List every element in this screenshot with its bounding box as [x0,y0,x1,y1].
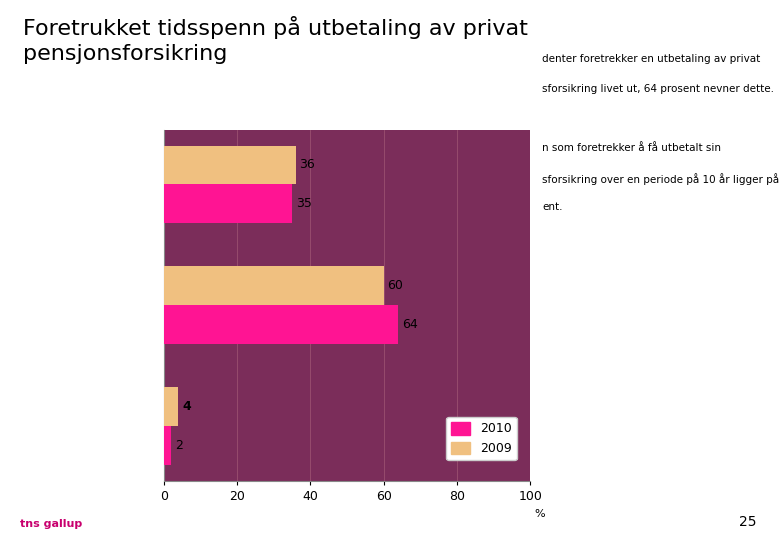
Text: Vet ikke: Vet ikke [113,416,160,429]
Text: n som foretrekker å få utbetalt sin: n som foretrekker å få utbetalt sin [542,143,721,153]
Bar [164,426,171,464]
Bar [164,387,179,426]
Text: ent.: ent. [542,202,562,213]
Bar [164,184,292,223]
Text: 36: 36 [300,158,315,171]
Text: 2: 2 [175,439,183,452]
Text: Over en
periode på
10 år: Over en periode på 10 år [97,166,160,210]
Text: Norsk
Finansbarometer
2010: Norsk Finansbarometer 2010 [644,38,721,70]
Text: Foretrukket tidsspenn på utbetaling av privat
pensjonsforsikring: Foretrukket tidsspenn på utbetaling av p… [23,16,528,64]
Text: Utbetalinger
livet ut: Utbetalinger livet ut [86,291,160,319]
Text: %: % [534,509,544,519]
Text: 64: 64 [402,318,418,331]
Bar [164,305,399,344]
Text: 35: 35 [296,197,312,210]
Text: 4: 4 [182,400,191,413]
Text: denter foretrekker en utbetaling av privat: denter foretrekker en utbetaling av priv… [542,54,760,64]
Text: sforsikring over en periode på 10 år ligger på: sforsikring over en periode på 10 år lig… [542,173,779,185]
Text: sforsikring livet ut, 64 prosent nevner dette.: sforsikring livet ut, 64 prosent nevner … [542,84,774,94]
Text: tns gallup: tns gallup [20,519,82,529]
Legend: 2010, 2009: 2010, 2009 [446,417,517,460]
Bar [164,146,296,184]
Text: 25: 25 [739,515,757,529]
Bar [164,266,384,305]
Text: 60: 60 [388,279,403,292]
